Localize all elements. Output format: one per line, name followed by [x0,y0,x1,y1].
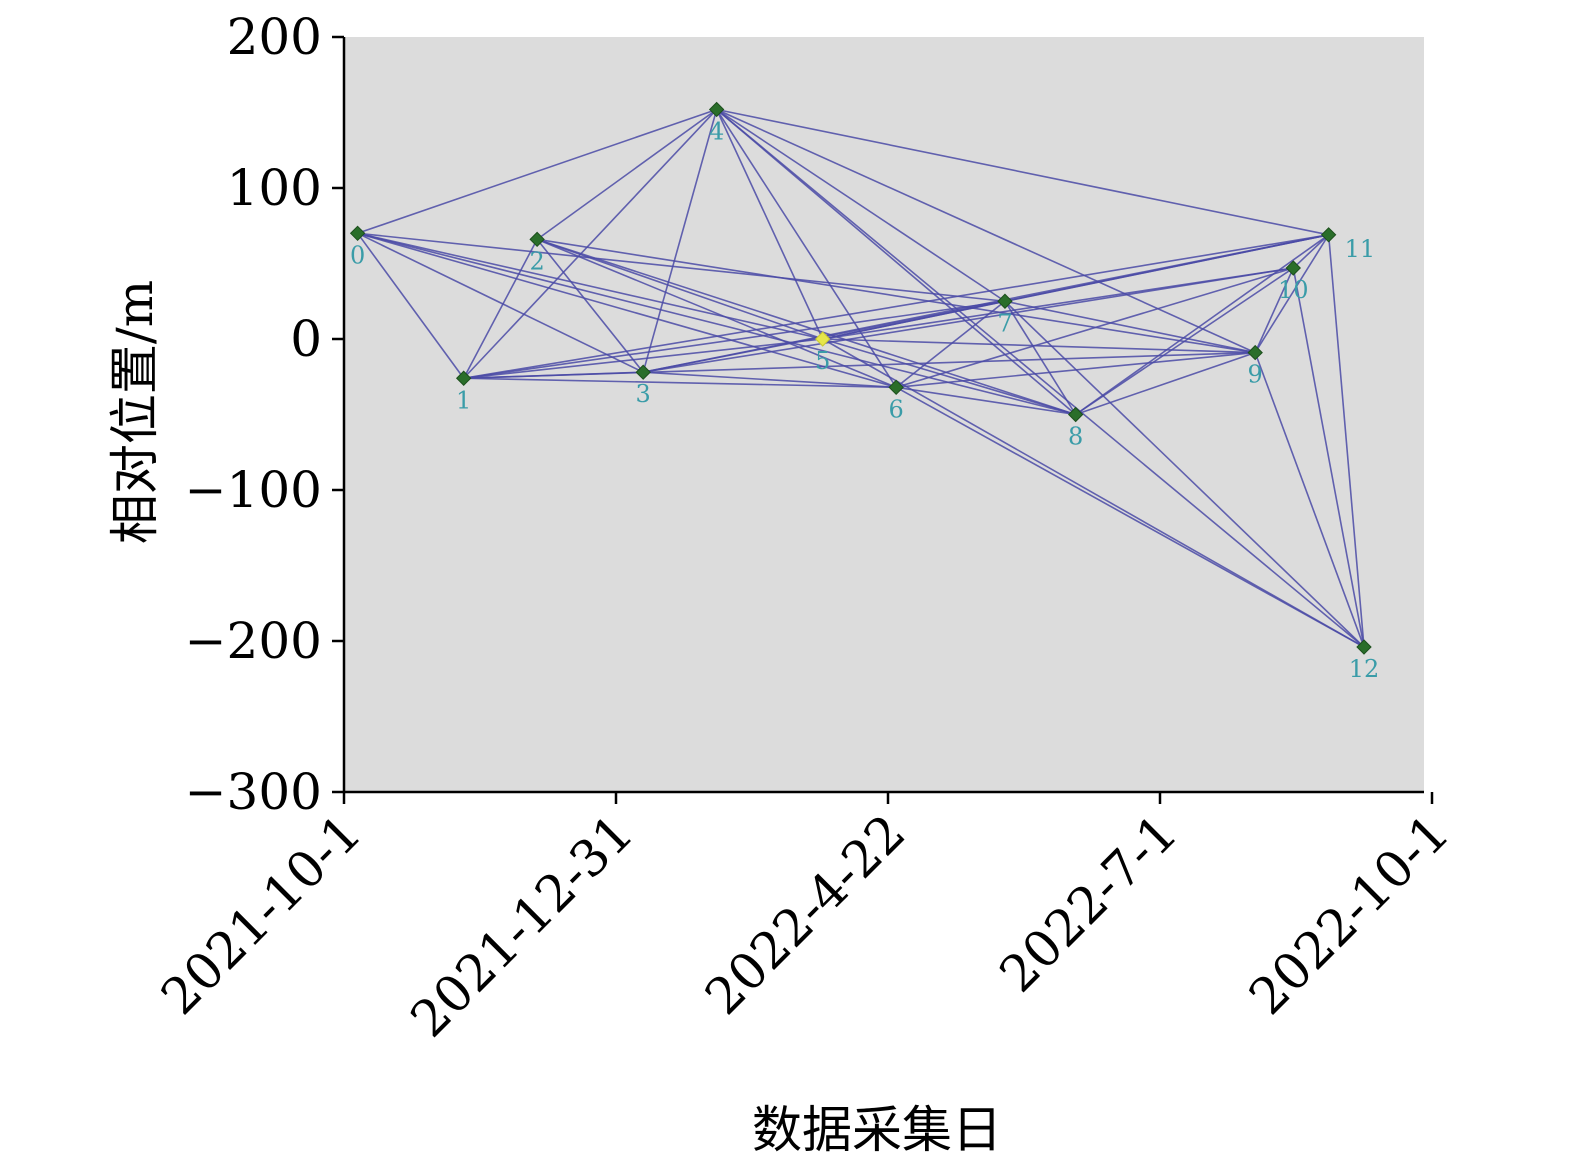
baseline-edge [536,238,823,340]
baseline-edge [716,108,1006,302]
baseline-edge [536,238,897,389]
baseline-edge [822,338,1076,416]
baseline-edge [536,108,718,240]
baseline-edge [1254,267,1295,353]
data-point [1067,406,1084,423]
x-tick-label: 2022-7-1 [989,803,1189,1003]
baseline-edge [1254,352,1365,648]
baseline-edge [536,238,1256,354]
data-point [1320,227,1337,243]
point-label: 6 [889,395,904,423]
data-point [1247,344,1263,361]
point-label: 4 [709,117,724,145]
baseline-edge [642,109,718,373]
baseline-edge [357,232,897,389]
data-point [635,364,651,380]
baseline-edge [1075,351,1256,416]
baseline-edge [716,108,1329,236]
data-point [1285,260,1301,276]
x-tick-label: 2021-10-1 [150,803,372,1025]
baseline-edge [895,386,1365,648]
baseline-edge [462,238,538,379]
baseline-edge [822,338,1256,354]
baseline-edge [1004,300,1365,648]
baseline-edge [1004,300,1077,415]
point-label: 2 [529,247,544,275]
x-tick-label: 2021-12-31 [400,803,645,1048]
x-ticks: 2021-10-1 2021-12-31 2022-4-22 2022-7-1 2022… [150,792,1460,1048]
data-point [888,379,904,396]
baseline-edge [357,232,644,373]
baseline-edge [463,338,823,380]
y-tick-label: −100 [185,461,322,519]
baseline-edge [896,386,1076,416]
baseline-edge [357,232,823,340]
baseline-edge [716,108,1077,416]
point-label: 0 [350,241,365,269]
y-tick-label: −300 [185,763,322,821]
data-point [349,225,366,242]
x-axis-label: 数据采集日 [752,1101,1002,1159]
y-tick-label: 100 [227,159,322,217]
data-point [708,101,725,118]
point-label: 10 [1278,276,1309,304]
point-label: 7 [997,309,1012,337]
data-point [455,370,472,386]
baseline-edge [356,232,465,379]
y-axis-label: 相对位置/m [106,280,164,544]
data-point [1356,639,1372,655]
data-point [997,293,1013,309]
baseline-edge [463,108,718,379]
baseline-edge [1254,234,1330,354]
point-label: 5 [815,347,830,375]
baseline-edge [357,232,1006,303]
point-label: 11 [1345,235,1376,263]
baseline-edge [463,377,897,389]
point-label: 8 [1068,423,1083,451]
baseline-edge [895,300,1006,388]
baseline-edge [716,108,1256,354]
baseline-edge [463,300,1006,380]
x-tick-label: 2022-10-1 [1238,803,1460,1025]
baseline-edge [1004,234,1329,303]
baseline-edge [716,108,1365,648]
point-label: 3 [636,380,651,408]
baseline-edge [1075,267,1294,416]
baseline-edge [643,267,1294,374]
plot-area [344,37,1424,792]
baseline-edge [536,238,1076,416]
axes [342,37,1424,794]
baseline-edge [1075,234,1330,416]
baseline-edge [1327,234,1365,648]
baseline-edge [357,232,1076,416]
y-tick-label: 200 [227,8,322,66]
point-label: 1 [456,386,471,414]
data-point [529,231,545,248]
baseline-edge [1004,300,1256,354]
baseline-edge [895,267,1294,389]
baseline-edge [463,351,1256,380]
baseline-edge [1292,267,1365,648]
baseline-edge [715,109,824,340]
point-label: 12 [1349,655,1380,683]
y-tick-label: −200 [185,612,322,670]
data-point [815,331,831,347]
y-ticks: 200 100 0 −100 −200 −300 [185,8,344,821]
x-tick-label: 2022-4-22 [694,803,916,1025]
baseline-edge [463,234,1329,380]
point-label: 9 [1248,361,1263,389]
edges-layer [356,108,1365,648]
baseline-edge [357,108,717,235]
baseline-edge [643,371,897,389]
y-tick-label: 0 [290,310,322,368]
baseline-edge [1292,234,1330,269]
baseline-edge [536,238,644,373]
baseline-edge [822,267,1294,340]
